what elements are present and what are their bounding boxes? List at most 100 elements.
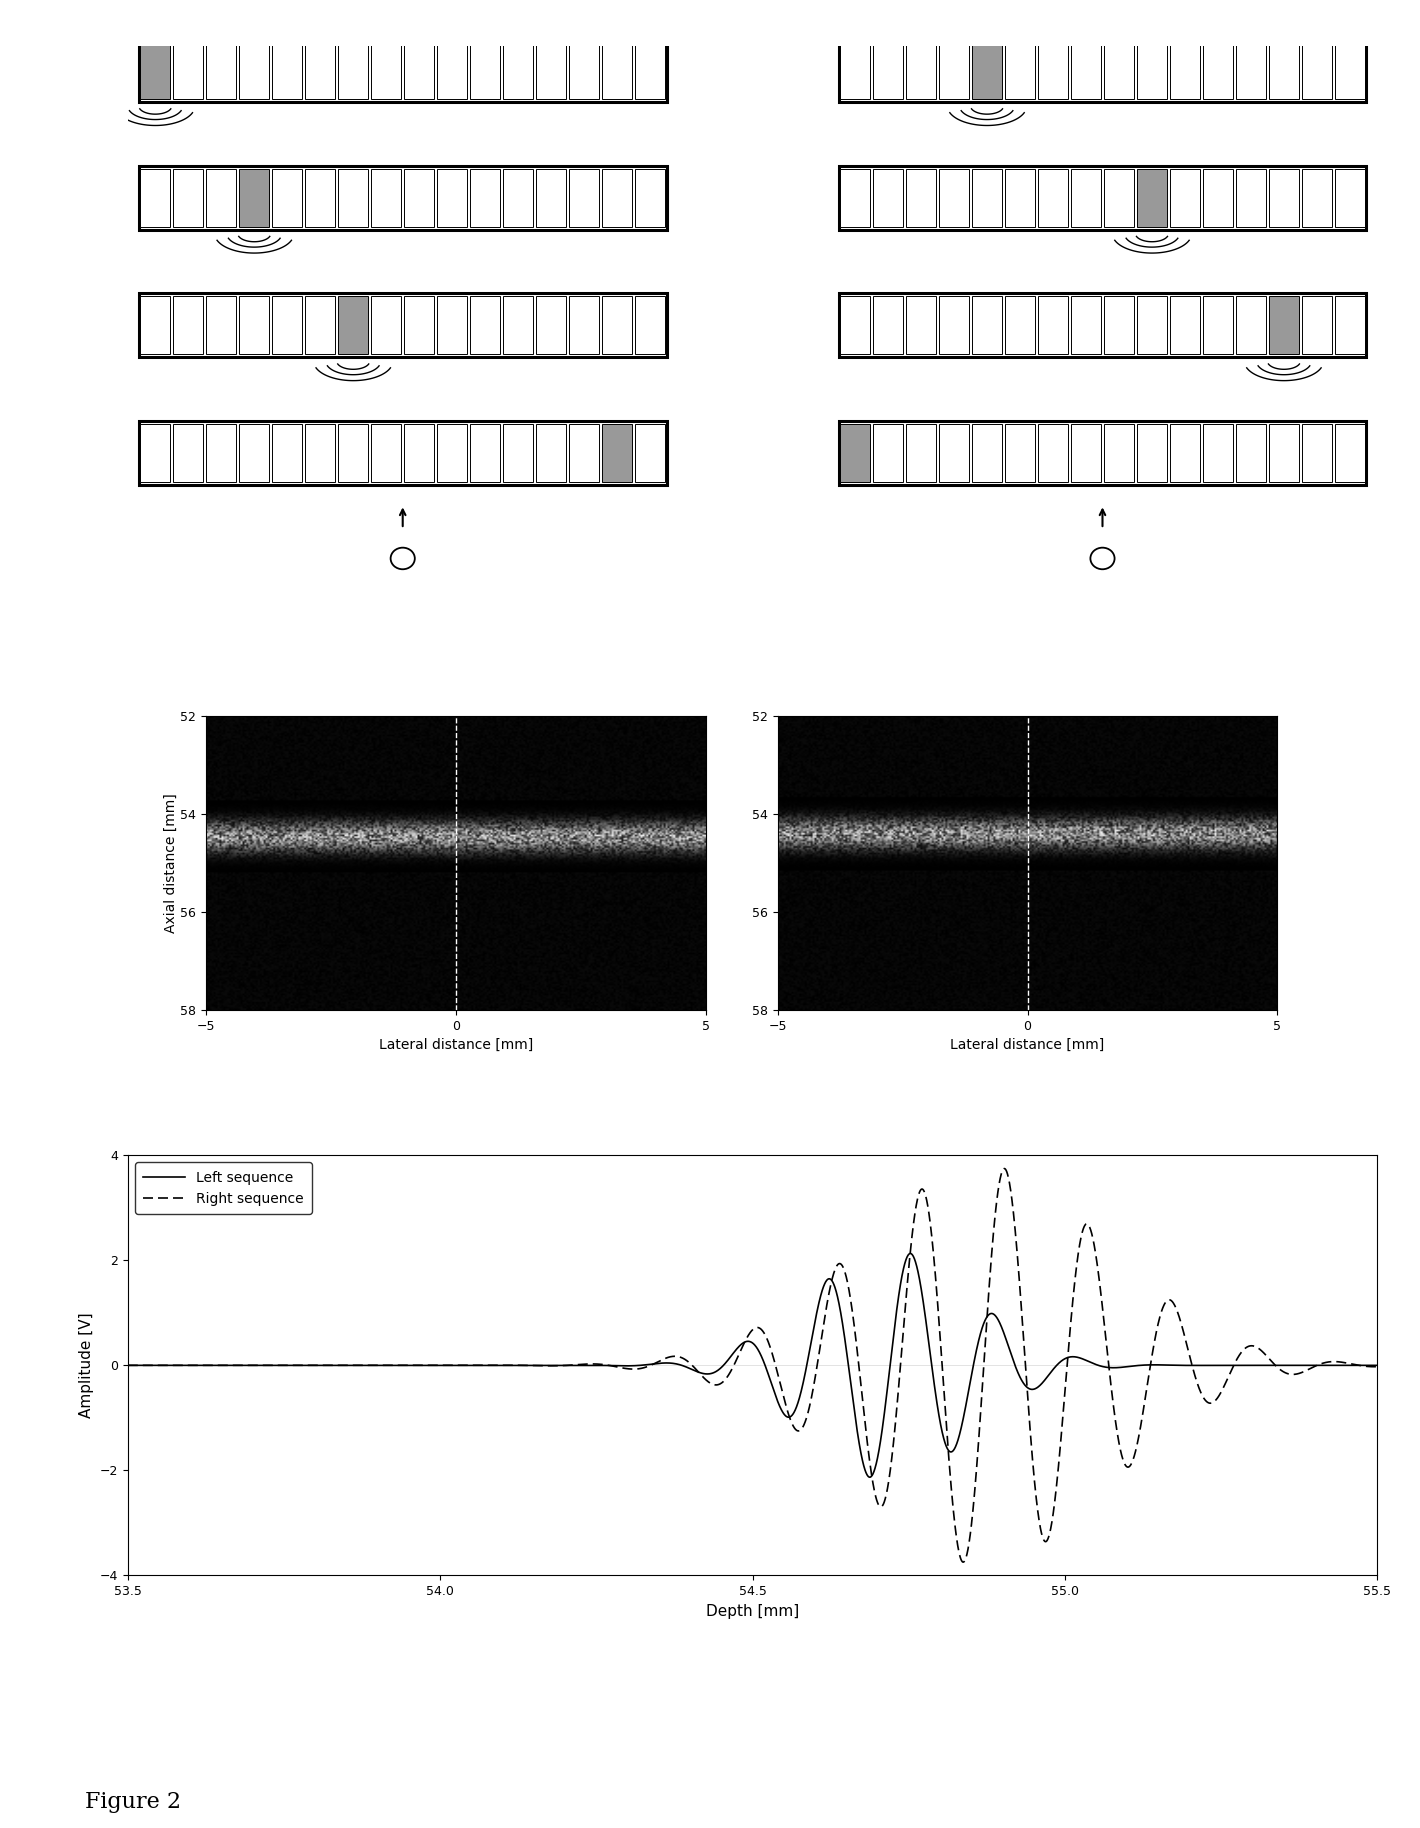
Bar xyxy=(338,168,368,227)
Bar xyxy=(1203,168,1233,227)
Bar xyxy=(1105,168,1133,227)
Bar xyxy=(537,424,567,483)
Bar xyxy=(503,424,532,483)
Right sequence xyxy=(1147,1323,1164,1345)
Bar xyxy=(437,424,467,483)
Bar xyxy=(873,424,903,483)
Bar xyxy=(939,42,968,99)
Bar xyxy=(470,168,500,227)
Bar xyxy=(537,42,567,99)
Bar xyxy=(437,296,467,355)
Bar xyxy=(841,168,870,227)
Bar xyxy=(1203,424,1233,483)
Bar xyxy=(206,168,236,227)
Bar xyxy=(305,168,335,227)
Right sequence xyxy=(869,1492,886,1514)
Bar xyxy=(173,424,203,483)
Bar xyxy=(139,420,666,484)
Bar xyxy=(503,296,532,355)
Bar xyxy=(1137,168,1167,227)
Bar xyxy=(873,168,903,227)
Bar xyxy=(1071,424,1100,483)
Bar xyxy=(240,168,270,227)
Bar xyxy=(470,424,500,483)
Bar xyxy=(1269,296,1299,355)
Bar xyxy=(405,168,435,227)
Bar xyxy=(1137,424,1167,483)
Bar xyxy=(139,294,666,356)
Bar xyxy=(1105,42,1133,99)
Bar xyxy=(141,296,170,355)
Bar xyxy=(1269,168,1299,227)
Bar xyxy=(405,296,435,355)
Bar xyxy=(273,168,302,227)
Bar xyxy=(1105,296,1133,355)
Right sequence xyxy=(932,1331,949,1353)
Left sequence xyxy=(596,1355,613,1376)
Right sequence xyxy=(596,1355,613,1376)
Y-axis label: Amplitude [V]: Amplitude [V] xyxy=(80,1313,94,1419)
Bar xyxy=(841,296,870,355)
Bar xyxy=(839,294,1366,356)
Right sequence xyxy=(995,1157,1012,1179)
Bar xyxy=(1137,296,1167,355)
Bar xyxy=(173,42,203,99)
Bar xyxy=(939,296,968,355)
Bar xyxy=(240,424,270,483)
Bar xyxy=(1005,168,1035,227)
Bar xyxy=(569,42,599,99)
Bar xyxy=(1038,296,1068,355)
Bar xyxy=(602,168,632,227)
Bar xyxy=(141,424,170,483)
Bar xyxy=(273,42,302,99)
Bar xyxy=(1335,296,1365,355)
Bar xyxy=(1302,42,1332,99)
Left sequence xyxy=(119,1355,136,1376)
Bar xyxy=(139,38,666,102)
Line: Right sequence: Right sequence xyxy=(128,1168,1377,1563)
Bar xyxy=(338,42,368,99)
Bar xyxy=(906,296,936,355)
Bar xyxy=(372,42,400,99)
Bar xyxy=(1335,424,1365,483)
Bar xyxy=(173,296,203,355)
Bar xyxy=(839,420,1366,484)
Bar xyxy=(841,42,870,99)
Bar xyxy=(1137,42,1167,99)
Bar xyxy=(1170,424,1200,483)
Bar xyxy=(537,296,567,355)
Bar xyxy=(841,424,870,483)
X-axis label: Depth [mm]: Depth [mm] xyxy=(706,1603,799,1618)
Bar xyxy=(1335,168,1365,227)
Left sequence xyxy=(861,1466,878,1488)
Bar xyxy=(906,424,936,483)
Bar xyxy=(1071,168,1100,227)
Bar xyxy=(470,42,500,99)
Bar xyxy=(338,424,368,483)
Bar xyxy=(1170,168,1200,227)
Left sequence xyxy=(346,1355,364,1376)
Y-axis label: Axial distance [mm]: Axial distance [mm] xyxy=(163,793,178,932)
Right sequence xyxy=(119,1355,136,1376)
Bar xyxy=(1235,424,1265,483)
Line: Left sequence: Left sequence xyxy=(128,1254,1377,1477)
Bar xyxy=(1071,296,1100,355)
Bar xyxy=(1038,168,1068,227)
Bar xyxy=(141,42,170,99)
Bar xyxy=(1335,42,1365,99)
Bar xyxy=(873,42,903,99)
Bar xyxy=(1269,42,1299,99)
Left sequence xyxy=(1147,1355,1164,1376)
Bar xyxy=(305,296,335,355)
Bar xyxy=(1105,424,1133,483)
Bar xyxy=(206,42,236,99)
Bar xyxy=(569,168,599,227)
Bar xyxy=(372,296,400,355)
Bar xyxy=(635,42,665,99)
Bar xyxy=(305,42,335,99)
Bar xyxy=(338,296,368,355)
Bar xyxy=(873,296,903,355)
Bar xyxy=(305,424,335,483)
Bar xyxy=(973,42,1003,99)
Bar xyxy=(503,42,532,99)
